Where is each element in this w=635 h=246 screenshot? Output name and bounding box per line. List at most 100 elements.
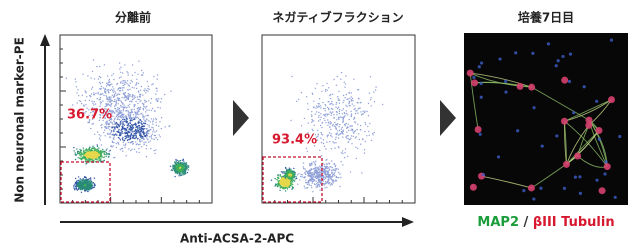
event-dot xyxy=(131,134,132,135)
event-dot xyxy=(125,82,126,83)
caption: MAP2 / βIII Tubulin xyxy=(477,215,614,230)
event-dot xyxy=(112,90,113,91)
event-dot xyxy=(157,107,158,108)
event-dot xyxy=(106,152,107,153)
event-dot xyxy=(289,170,290,171)
event-dot xyxy=(98,78,99,79)
event-dot xyxy=(82,187,83,188)
nucleus xyxy=(568,80,571,83)
event-dot xyxy=(141,122,142,123)
event-dot xyxy=(136,83,137,84)
event-dot xyxy=(325,168,326,169)
event-dot xyxy=(140,132,141,133)
event-dot xyxy=(123,85,124,86)
event-dot xyxy=(98,154,99,155)
event-dot xyxy=(317,130,318,131)
event-dot xyxy=(111,75,112,76)
event-dot xyxy=(329,104,330,105)
event-dot xyxy=(129,94,130,95)
event-dot xyxy=(93,160,94,161)
event-dot xyxy=(325,183,326,184)
event-dot xyxy=(183,173,184,174)
event-dot xyxy=(128,136,129,137)
event-dot xyxy=(116,116,117,117)
event-dot xyxy=(318,168,319,169)
event-dot xyxy=(327,119,328,120)
event-dot xyxy=(343,108,344,109)
event-dot xyxy=(134,104,135,105)
event-dot xyxy=(152,134,153,135)
event-dot xyxy=(307,151,308,152)
event-dot xyxy=(342,150,343,151)
event-dot xyxy=(311,122,312,123)
event-dot xyxy=(318,134,319,135)
event-dot xyxy=(318,112,319,113)
event-dot xyxy=(329,177,330,178)
event-dot xyxy=(348,103,349,104)
event-dot xyxy=(132,99,133,100)
event-dot xyxy=(146,148,147,149)
event-dot xyxy=(124,97,125,98)
event-dot xyxy=(81,103,82,104)
event-dot xyxy=(281,178,282,179)
event-dot xyxy=(105,126,106,127)
event-dot xyxy=(349,92,350,93)
event-dot xyxy=(285,180,286,181)
event-dot xyxy=(110,105,111,106)
event-dot xyxy=(352,125,353,126)
event-dot xyxy=(350,111,351,112)
event-dot xyxy=(325,91,326,92)
event-dot xyxy=(110,90,111,91)
event-dot xyxy=(309,163,310,164)
event-dot xyxy=(335,168,336,169)
event-dot xyxy=(312,181,313,182)
event-dot xyxy=(147,124,148,125)
event-dot xyxy=(367,126,368,127)
nucleus xyxy=(514,51,517,54)
event-dot xyxy=(92,146,93,147)
event-dot xyxy=(178,169,179,170)
event-dot xyxy=(136,131,137,132)
event-dot xyxy=(156,100,157,101)
event-dot xyxy=(332,94,333,95)
event-dot xyxy=(357,112,358,113)
event-dot xyxy=(331,179,332,180)
event-dot xyxy=(146,156,147,157)
event-dot xyxy=(355,113,356,114)
event-dot xyxy=(333,169,334,170)
event-dot xyxy=(282,185,283,186)
event-dot xyxy=(179,160,180,161)
event-dot xyxy=(116,84,117,85)
event-dot xyxy=(319,179,320,180)
event-dot xyxy=(336,102,337,103)
event-dot xyxy=(143,139,144,140)
event-dot xyxy=(122,72,123,73)
event-dot xyxy=(338,91,339,92)
event-dot xyxy=(313,120,314,121)
event-dot xyxy=(143,129,144,130)
event-dot xyxy=(124,64,125,65)
event-dot xyxy=(88,181,89,182)
event-dot xyxy=(364,111,365,112)
event-dot xyxy=(336,111,337,112)
event-dot xyxy=(144,128,145,129)
event-dot xyxy=(97,159,98,160)
event-dot xyxy=(141,129,142,130)
event-dot xyxy=(76,154,77,155)
event-dot xyxy=(289,168,290,169)
event-dot xyxy=(314,162,315,163)
event-dot xyxy=(298,173,299,174)
event-dot xyxy=(106,128,107,129)
event-dot xyxy=(116,131,117,132)
event-dot xyxy=(358,98,359,99)
event-dot xyxy=(132,125,133,126)
event-dot xyxy=(330,166,331,167)
event-dot xyxy=(139,109,140,110)
event-dot xyxy=(288,180,289,181)
event-dot xyxy=(120,149,121,150)
event-dot xyxy=(159,134,160,135)
event-dot xyxy=(87,152,88,153)
event-dot xyxy=(328,178,329,179)
event-dot xyxy=(112,127,113,128)
event-dot xyxy=(150,140,151,141)
